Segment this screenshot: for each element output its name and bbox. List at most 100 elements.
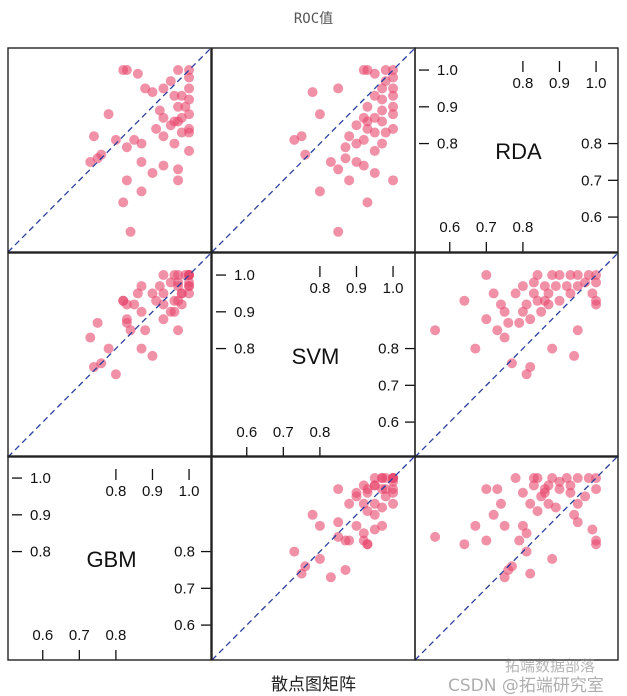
data-point [110,369,121,380]
data-point [525,568,536,579]
data-point [503,317,514,328]
data-point [572,270,583,281]
data-point [499,332,510,343]
tick-label-bottom: 0.7 [273,424,294,441]
tick-label-right: 0.6 [378,414,399,431]
reference-line [211,455,416,661]
data-point [173,101,184,112]
tick-label-right: 0.7 [174,580,195,597]
data-point [569,509,580,520]
data-point [572,325,583,336]
data-point [151,123,162,134]
data-point [289,134,300,145]
data-point [314,520,325,531]
data-point [380,473,391,484]
data-point [169,138,180,149]
data-point [351,120,362,131]
data-point [340,142,351,153]
data-point [550,281,561,292]
data-point [147,288,158,299]
data-point [481,314,492,325]
data-point [583,473,594,484]
data-point [362,487,373,498]
data-point [136,306,147,317]
data-point [430,531,441,542]
data-point [169,306,180,317]
tick-label-top: 0.9 [346,280,367,297]
data-point [333,484,344,495]
data-point [96,149,107,160]
data-point [388,487,399,498]
data-point [180,101,191,112]
data-point [184,277,195,288]
data-point [550,502,561,513]
data-point [158,299,169,310]
data-point [121,65,132,76]
data-point [362,197,373,208]
reference-line [211,47,416,253]
data-point [333,226,344,237]
data-point [539,487,550,498]
data-point [132,68,143,79]
data-point [358,535,369,546]
data-point [554,270,565,281]
tick-label-right: 0.7 [378,377,399,394]
data-point [572,473,583,484]
tick-label-right: 0.6 [581,209,602,226]
data-point [325,572,336,583]
data-point [121,175,132,186]
data-point [499,520,510,531]
data-point [132,288,143,299]
data-point [587,524,598,535]
data-point [158,314,169,325]
data-point [572,498,583,509]
data-point [158,270,169,281]
tick-label-top: 1.0 [586,75,607,92]
data-point [459,295,470,306]
panel-border [414,252,619,458]
panel-border [414,455,619,661]
data-point [333,83,344,94]
data-point [344,535,355,546]
tick-label-top: 0.8 [105,483,126,500]
diagonal-label-rda: RDA [495,139,542,164]
panel-border [7,455,212,661]
data-point [314,109,325,120]
data-point [470,343,481,354]
data-point [169,116,180,127]
data-point [554,295,565,306]
data-point [333,531,344,542]
data-point [532,506,543,517]
data-point [344,131,355,142]
data-point [369,167,380,178]
data-point [121,299,132,310]
data-point [165,76,176,87]
tick-label-top: 1.0 [179,483,200,500]
data-point [488,509,499,520]
data-point [388,90,399,101]
data-point [289,546,300,557]
data-point [539,281,550,292]
data-point [358,65,369,76]
data-point [85,332,96,343]
tick-label-top: 0.9 [549,75,570,92]
data-point [147,87,158,98]
data-point [158,83,169,94]
data-point [459,539,470,550]
data-point [492,325,503,336]
data-point [340,564,351,575]
data-point [525,314,536,325]
data-point [358,160,369,171]
tick-label-right: 0.8 [581,136,602,153]
data-point [528,480,539,491]
data-point [121,142,132,153]
panel-border [7,47,212,253]
data-point [314,553,325,564]
data-point [136,156,147,167]
reference-line [7,252,212,458]
data-point [587,288,598,299]
data-point [380,127,391,138]
data-point [344,175,355,186]
data-point [147,167,158,178]
watermark-line2: CSDN @拓端研究室 [448,676,604,696]
